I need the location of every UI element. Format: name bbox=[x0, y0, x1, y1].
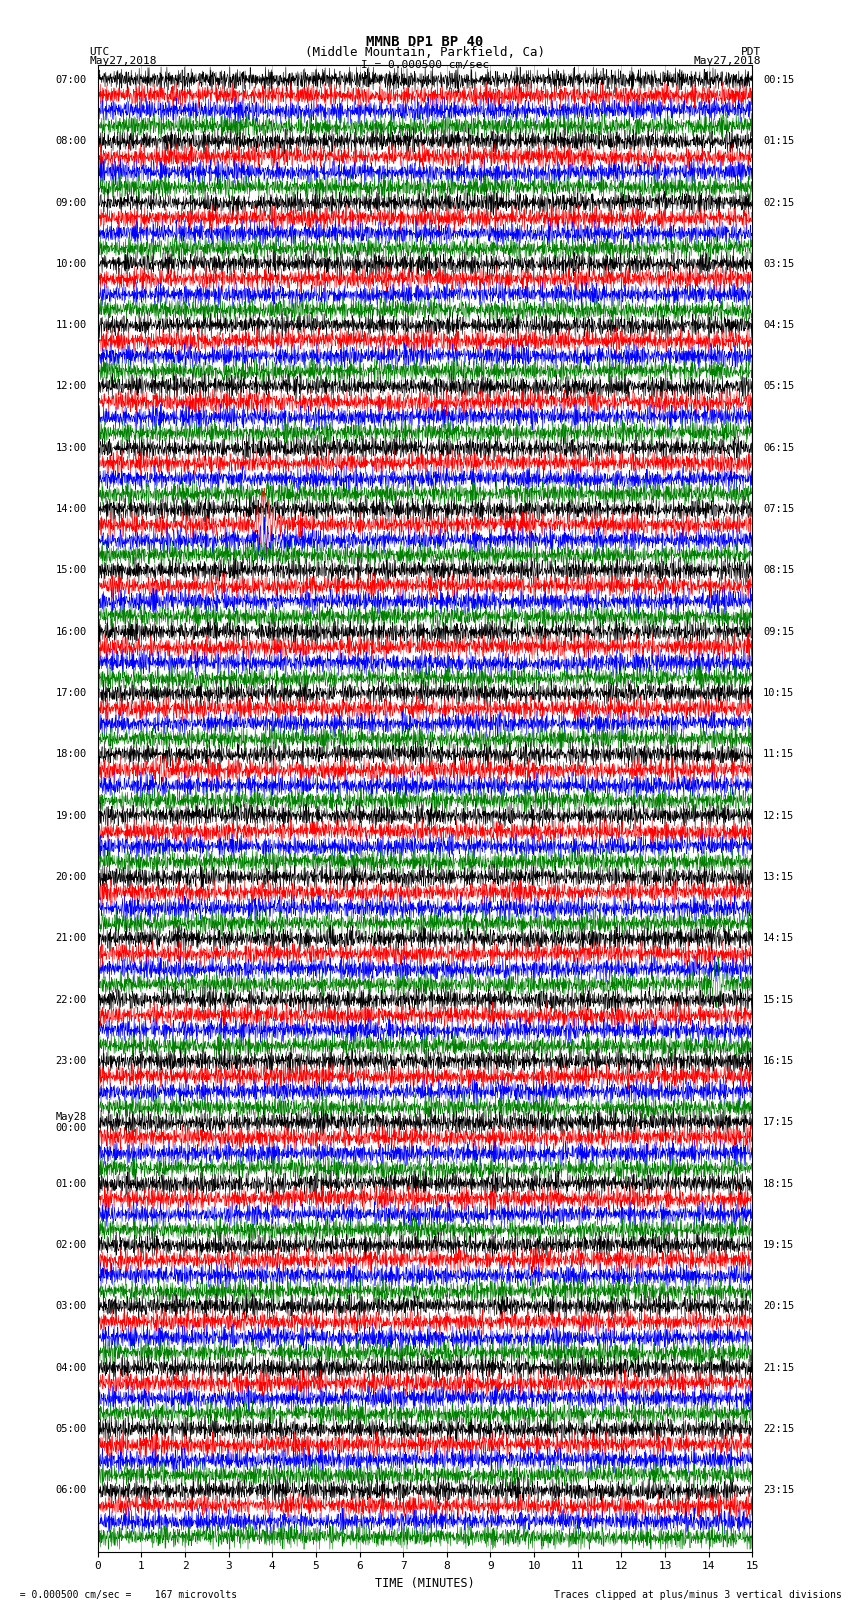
Text: 23:00: 23:00 bbox=[55, 1057, 87, 1066]
Text: 21:00: 21:00 bbox=[55, 934, 87, 944]
Text: May27,2018: May27,2018 bbox=[694, 56, 761, 66]
Text: May28
00:00: May28 00:00 bbox=[55, 1111, 87, 1134]
Text: 07:00: 07:00 bbox=[55, 74, 87, 85]
Text: 02:00: 02:00 bbox=[55, 1240, 87, 1250]
Text: 14:15: 14:15 bbox=[763, 934, 795, 944]
Text: 04:15: 04:15 bbox=[763, 319, 795, 331]
Text: 16:00: 16:00 bbox=[55, 627, 87, 637]
Text: 21:15: 21:15 bbox=[763, 1363, 795, 1373]
Text: 20:15: 20:15 bbox=[763, 1302, 795, 1311]
Text: I = 0.000500 cm/sec: I = 0.000500 cm/sec bbox=[361, 60, 489, 69]
Text: 22:15: 22:15 bbox=[763, 1424, 795, 1434]
Text: 19:15: 19:15 bbox=[763, 1240, 795, 1250]
Text: 16:15: 16:15 bbox=[763, 1057, 795, 1066]
Text: PDT: PDT bbox=[740, 47, 761, 56]
Text: May27,2018: May27,2018 bbox=[89, 56, 156, 66]
Text: 08:00: 08:00 bbox=[55, 135, 87, 147]
Text: 17:15: 17:15 bbox=[763, 1118, 795, 1127]
Text: 11:00: 11:00 bbox=[55, 319, 87, 331]
Text: 03:00: 03:00 bbox=[55, 1302, 87, 1311]
Text: 06:15: 06:15 bbox=[763, 444, 795, 453]
Text: 20:00: 20:00 bbox=[55, 873, 87, 882]
Text: 12:15: 12:15 bbox=[763, 811, 795, 821]
Text: (Middle Mountain, Parkfield, Ca): (Middle Mountain, Parkfield, Ca) bbox=[305, 45, 545, 60]
Text: 23:15: 23:15 bbox=[763, 1486, 795, 1495]
Text: 10:00: 10:00 bbox=[55, 258, 87, 269]
Text: 19:00: 19:00 bbox=[55, 811, 87, 821]
Text: 18:15: 18:15 bbox=[763, 1179, 795, 1189]
Text: 17:00: 17:00 bbox=[55, 689, 87, 698]
Text: 00:15: 00:15 bbox=[763, 74, 795, 85]
Text: 11:15: 11:15 bbox=[763, 750, 795, 760]
Text: 09:00: 09:00 bbox=[55, 197, 87, 208]
Text: 10:15: 10:15 bbox=[763, 689, 795, 698]
Text: 12:00: 12:00 bbox=[55, 382, 87, 392]
Text: 01:00: 01:00 bbox=[55, 1179, 87, 1189]
Text: 04:00: 04:00 bbox=[55, 1363, 87, 1373]
Text: 05:00: 05:00 bbox=[55, 1424, 87, 1434]
Text: Traces clipped at plus/minus 3 vertical divisions: Traces clipped at plus/minus 3 vertical … bbox=[553, 1590, 842, 1600]
Text: 07:15: 07:15 bbox=[763, 505, 795, 515]
Text: 13:15: 13:15 bbox=[763, 873, 795, 882]
Text: UTC: UTC bbox=[89, 47, 110, 56]
Text: 03:15: 03:15 bbox=[763, 258, 795, 269]
Text: 06:00: 06:00 bbox=[55, 1486, 87, 1495]
Text: 02:15: 02:15 bbox=[763, 197, 795, 208]
Text: 13:00: 13:00 bbox=[55, 444, 87, 453]
Text: = 0.000500 cm/sec =    167 microvolts: = 0.000500 cm/sec = 167 microvolts bbox=[8, 1590, 238, 1600]
Text: 09:15: 09:15 bbox=[763, 627, 795, 637]
Text: 15:00: 15:00 bbox=[55, 566, 87, 576]
Text: 08:15: 08:15 bbox=[763, 566, 795, 576]
Text: 01:15: 01:15 bbox=[763, 135, 795, 147]
X-axis label: TIME (MINUTES): TIME (MINUTES) bbox=[375, 1578, 475, 1590]
Text: MMNB DP1 BP 40: MMNB DP1 BP 40 bbox=[366, 35, 484, 48]
Text: 05:15: 05:15 bbox=[763, 382, 795, 392]
Text: 18:00: 18:00 bbox=[55, 750, 87, 760]
Text: 22:00: 22:00 bbox=[55, 995, 87, 1005]
Text: 14:00: 14:00 bbox=[55, 505, 87, 515]
Text: 15:15: 15:15 bbox=[763, 995, 795, 1005]
